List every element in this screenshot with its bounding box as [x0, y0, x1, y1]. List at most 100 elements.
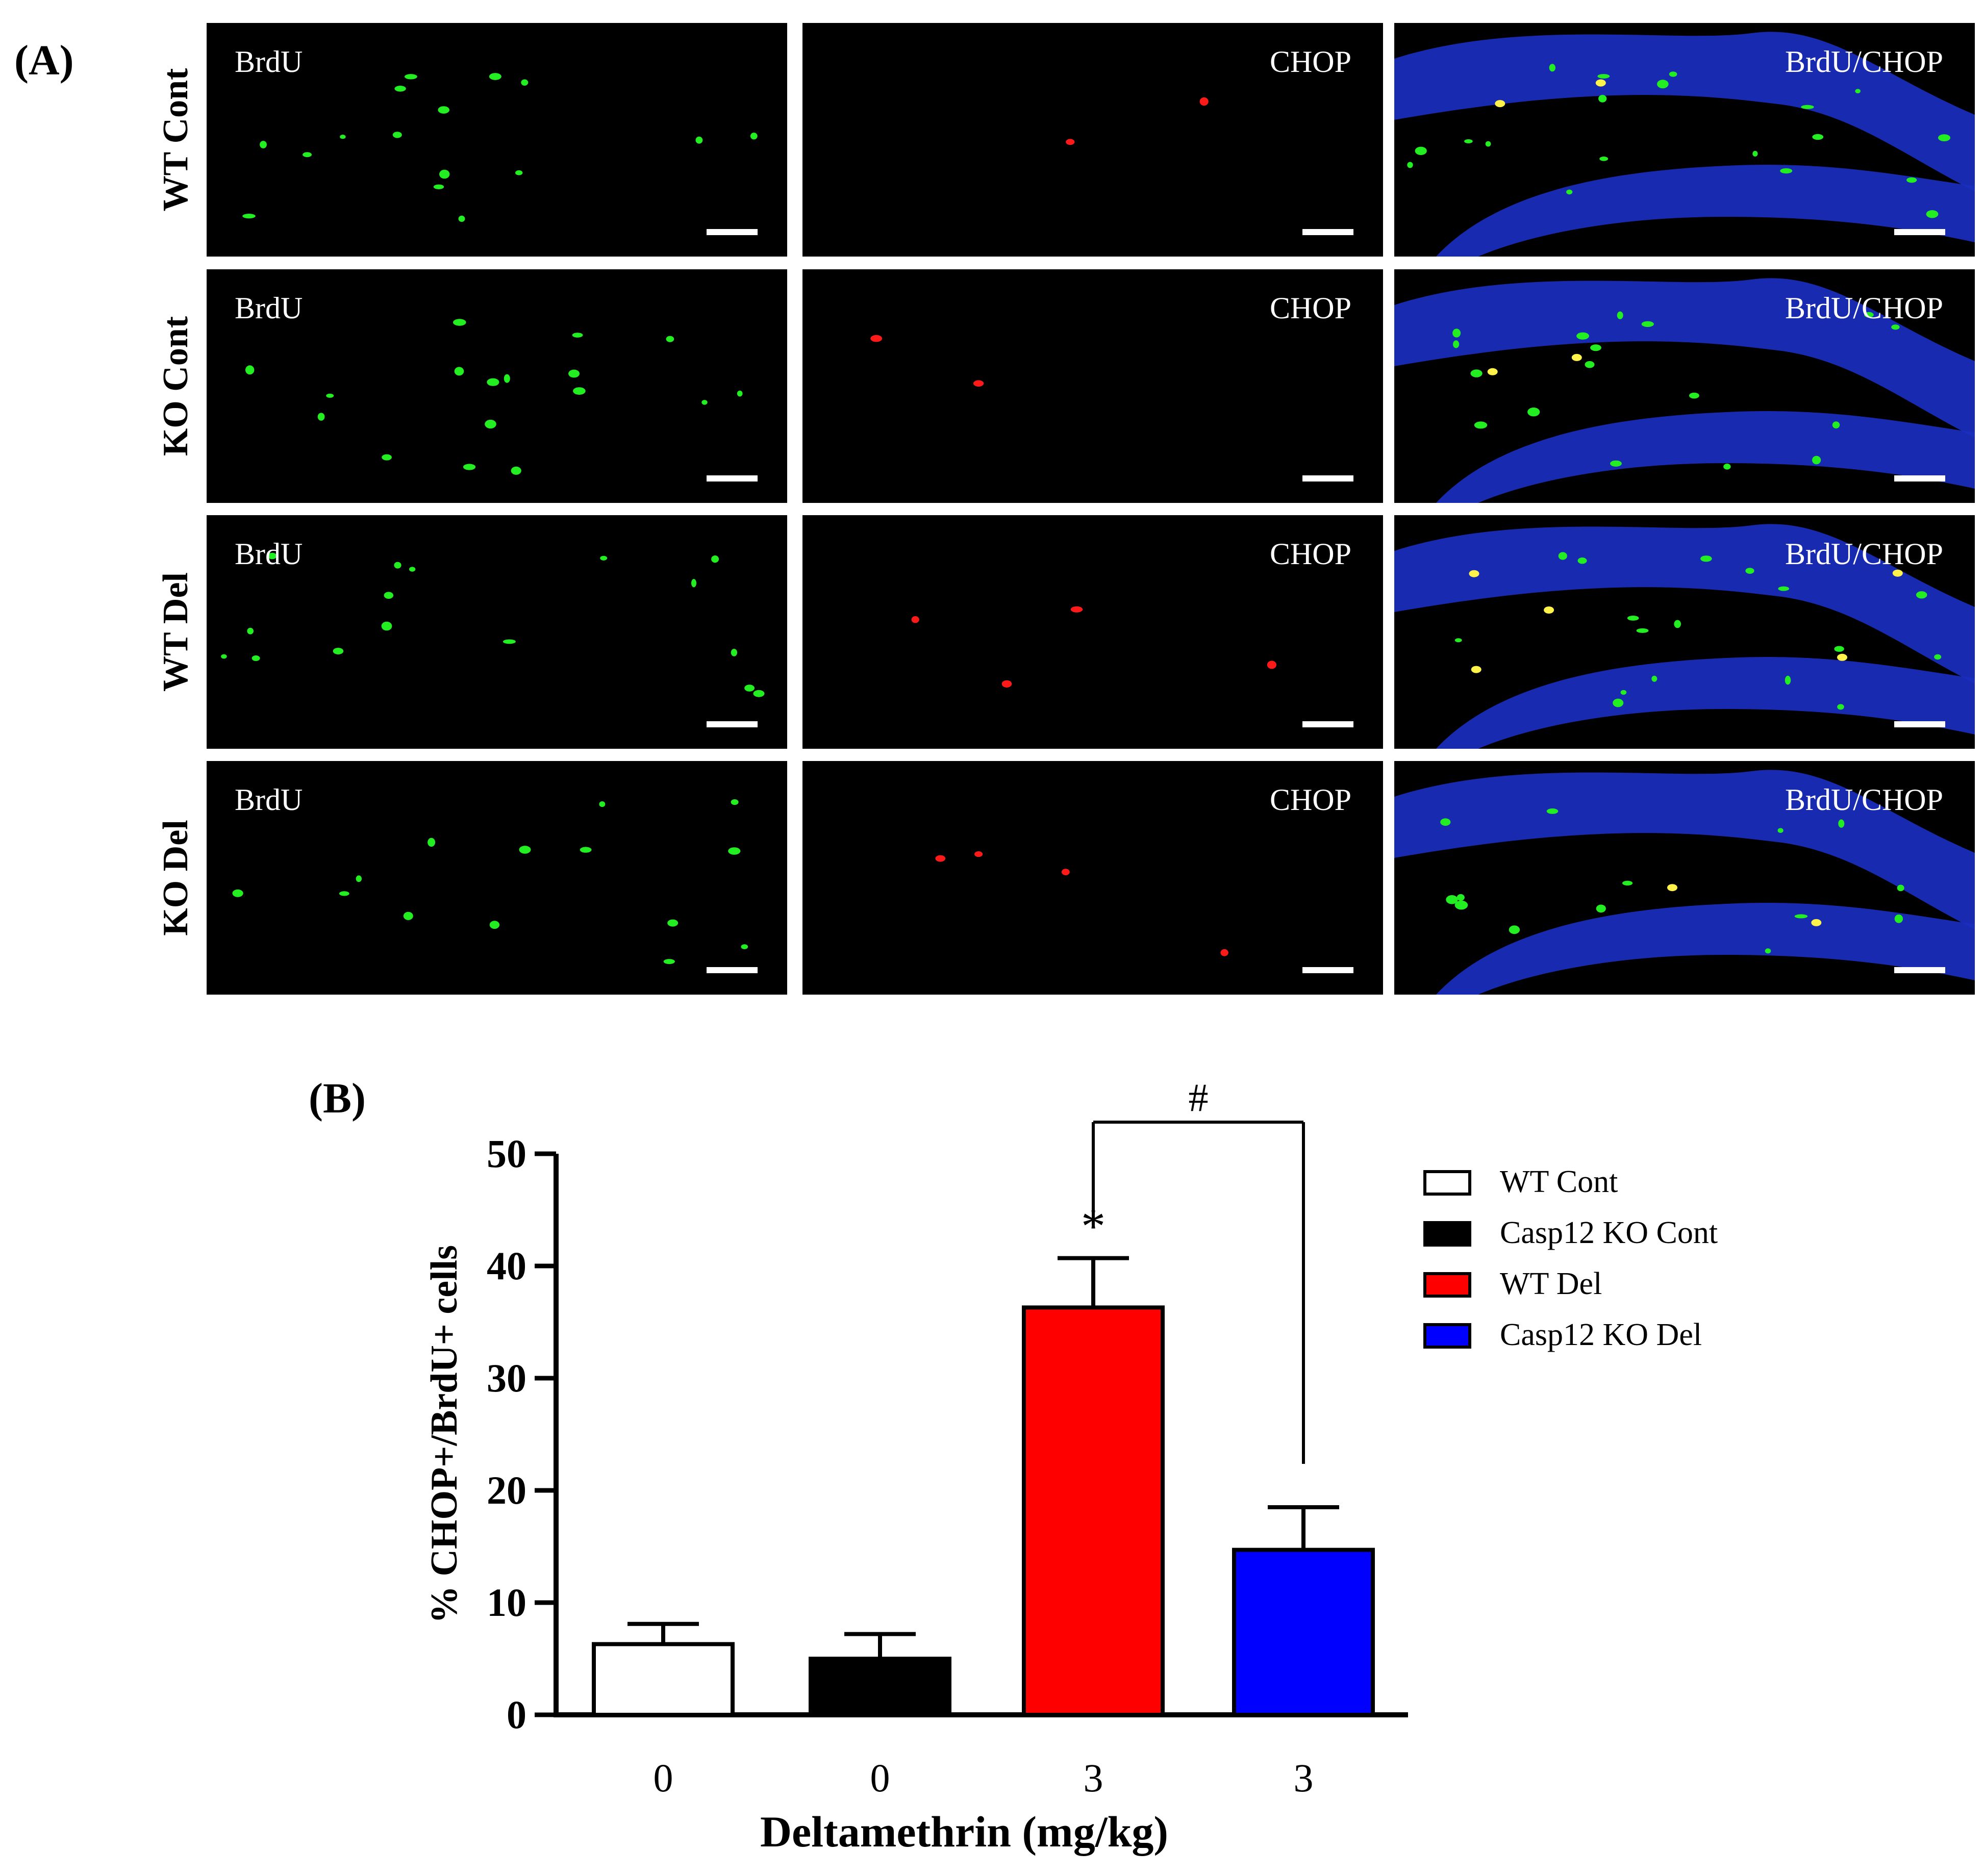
y-axis-label: % CHOP+/BrdU+ cells: [423, 1245, 465, 1624]
brdu-cell: [1777, 828, 1784, 833]
brdu-cell: [1657, 80, 1669, 89]
brdu-cell: [1700, 555, 1712, 562]
brdu-cell: [1456, 894, 1465, 901]
colocalized-cell: [1571, 353, 1582, 361]
colocalized-cell: [1892, 569, 1903, 577]
brdu-cell: [731, 649, 737, 656]
brdu-cell: [1610, 460, 1622, 467]
brdu-cell: [1780, 168, 1793, 174]
brdu-cell: [1446, 895, 1458, 904]
y-tick-label: 40: [487, 1244, 526, 1288]
micrograph-chop: CHOP: [802, 23, 1383, 257]
brdu-cell: [252, 655, 260, 661]
brdu-cell: [521, 79, 529, 86]
micrograph-image: [245, 319, 743, 475]
nuclear-band: [1394, 32, 1975, 192]
brdu-cell: [1549, 64, 1555, 72]
colocalized-cell: [1487, 368, 1498, 375]
y-tick-label: 20: [487, 1468, 526, 1512]
scale-bar: [1894, 229, 1945, 235]
brdu-cell: [741, 944, 748, 949]
brdu-cell: [326, 393, 334, 398]
brdu-cell: [438, 106, 449, 114]
micrograph-brdu-chop: BrdU/CHOP: [1394, 761, 1975, 995]
brdu-cell: [504, 374, 510, 383]
brdu-cell: [439, 169, 450, 179]
brdu-cell: [1891, 324, 1900, 330]
brdu-cell: [1596, 904, 1606, 913]
x-tick-label: 3: [1084, 1756, 1103, 1800]
nuclear-band: [1394, 524, 1975, 683]
micrograph-image: [221, 552, 765, 697]
x-tick-label: 3: [1294, 1756, 1314, 1800]
brdu-cell: [247, 627, 254, 635]
bar-wt-del: [1022, 1305, 1165, 1717]
brdu-cell: [232, 889, 243, 897]
brdu-cell: [1613, 698, 1624, 707]
micrograph-brdu: BrdU: [207, 23, 787, 257]
brdu-cell: [1558, 552, 1567, 560]
brdu-cell: [519, 846, 531, 854]
y-tick-label: 10: [487, 1580, 526, 1625]
chop-cell: [1220, 949, 1228, 956]
brdu-cell: [1832, 421, 1840, 428]
brdu-cell: [1576, 332, 1589, 340]
brdu-cell: [1765, 948, 1771, 954]
brdu-cell: [1627, 616, 1639, 621]
micrograph-image: [870, 335, 984, 387]
brdu-cell: [267, 552, 277, 560]
brdu-cell: [1636, 628, 1649, 633]
nuclear-band: [1436, 165, 1975, 257]
colocalized-cell: [1811, 919, 1822, 926]
row-label: KO Del: [156, 820, 195, 936]
brdu-cell: [453, 319, 466, 326]
micrograph-brdu: BrdU: [207, 269, 787, 503]
brdu-cell: [221, 654, 227, 659]
brdu-cell: [1855, 89, 1861, 94]
brdu-cell: [356, 875, 362, 882]
brdu-cell: [394, 86, 406, 92]
brdu-cell: [1622, 880, 1633, 886]
brdu-cell: [1864, 312, 1874, 318]
brdu-cell: [1464, 139, 1473, 143]
scale-bar: [1302, 229, 1353, 235]
row-label: KO Cont: [156, 316, 195, 457]
brdu-cell: [1474, 421, 1488, 429]
brdu-cell: [701, 400, 708, 405]
micrograph-brdu-chop: BrdU/CHOP: [1394, 269, 1975, 503]
brdu-cell: [1598, 95, 1607, 103]
legend-label: Casp12 KO Cont: [1500, 1215, 1718, 1250]
brdu-cell: [1938, 134, 1950, 141]
brdu-cell: [454, 367, 464, 376]
brdu-cell: [260, 141, 267, 148]
brdu-cell: [1745, 568, 1754, 574]
colocalized-cell: [1595, 79, 1606, 87]
chop-cell: [973, 380, 984, 387]
brdu-cell: [1897, 884, 1904, 892]
brdu-cell: [1669, 71, 1677, 77]
micrograph-brdu-chop: BrdU/CHOP: [1394, 515, 1975, 749]
micrograph-chop: CHOP: [802, 761, 1383, 995]
x-axis-label: Deltamethrin (mg/kg): [760, 1807, 1168, 1856]
brdu-cell: [340, 135, 346, 139]
micrograph-image: [935, 851, 1228, 956]
brdu-cell: [1837, 704, 1844, 710]
scale-bar: [1302, 721, 1353, 727]
brdu-cell: [1597, 74, 1610, 79]
scale-bar: [1302, 967, 1353, 973]
brdu-cell: [511, 466, 521, 475]
brdu-cell: [1812, 455, 1821, 465]
chop-cell: [1062, 869, 1070, 875]
brdu-cell: [731, 799, 739, 805]
brdu-cell: [666, 336, 674, 342]
brdu-cell: [433, 184, 444, 189]
bar-casp12-ko-del: [1232, 1548, 1375, 1717]
brdu-cell: [1454, 638, 1462, 643]
chop-cell: [935, 855, 946, 862]
brdu-cell: [691, 579, 696, 588]
micrograph-chop: CHOP: [802, 269, 1383, 503]
x-tick-label: 0: [654, 1756, 673, 1800]
brdu-cell: [428, 838, 436, 847]
brdu-cell: [1934, 654, 1942, 660]
stain-label: BrdU: [235, 45, 303, 79]
